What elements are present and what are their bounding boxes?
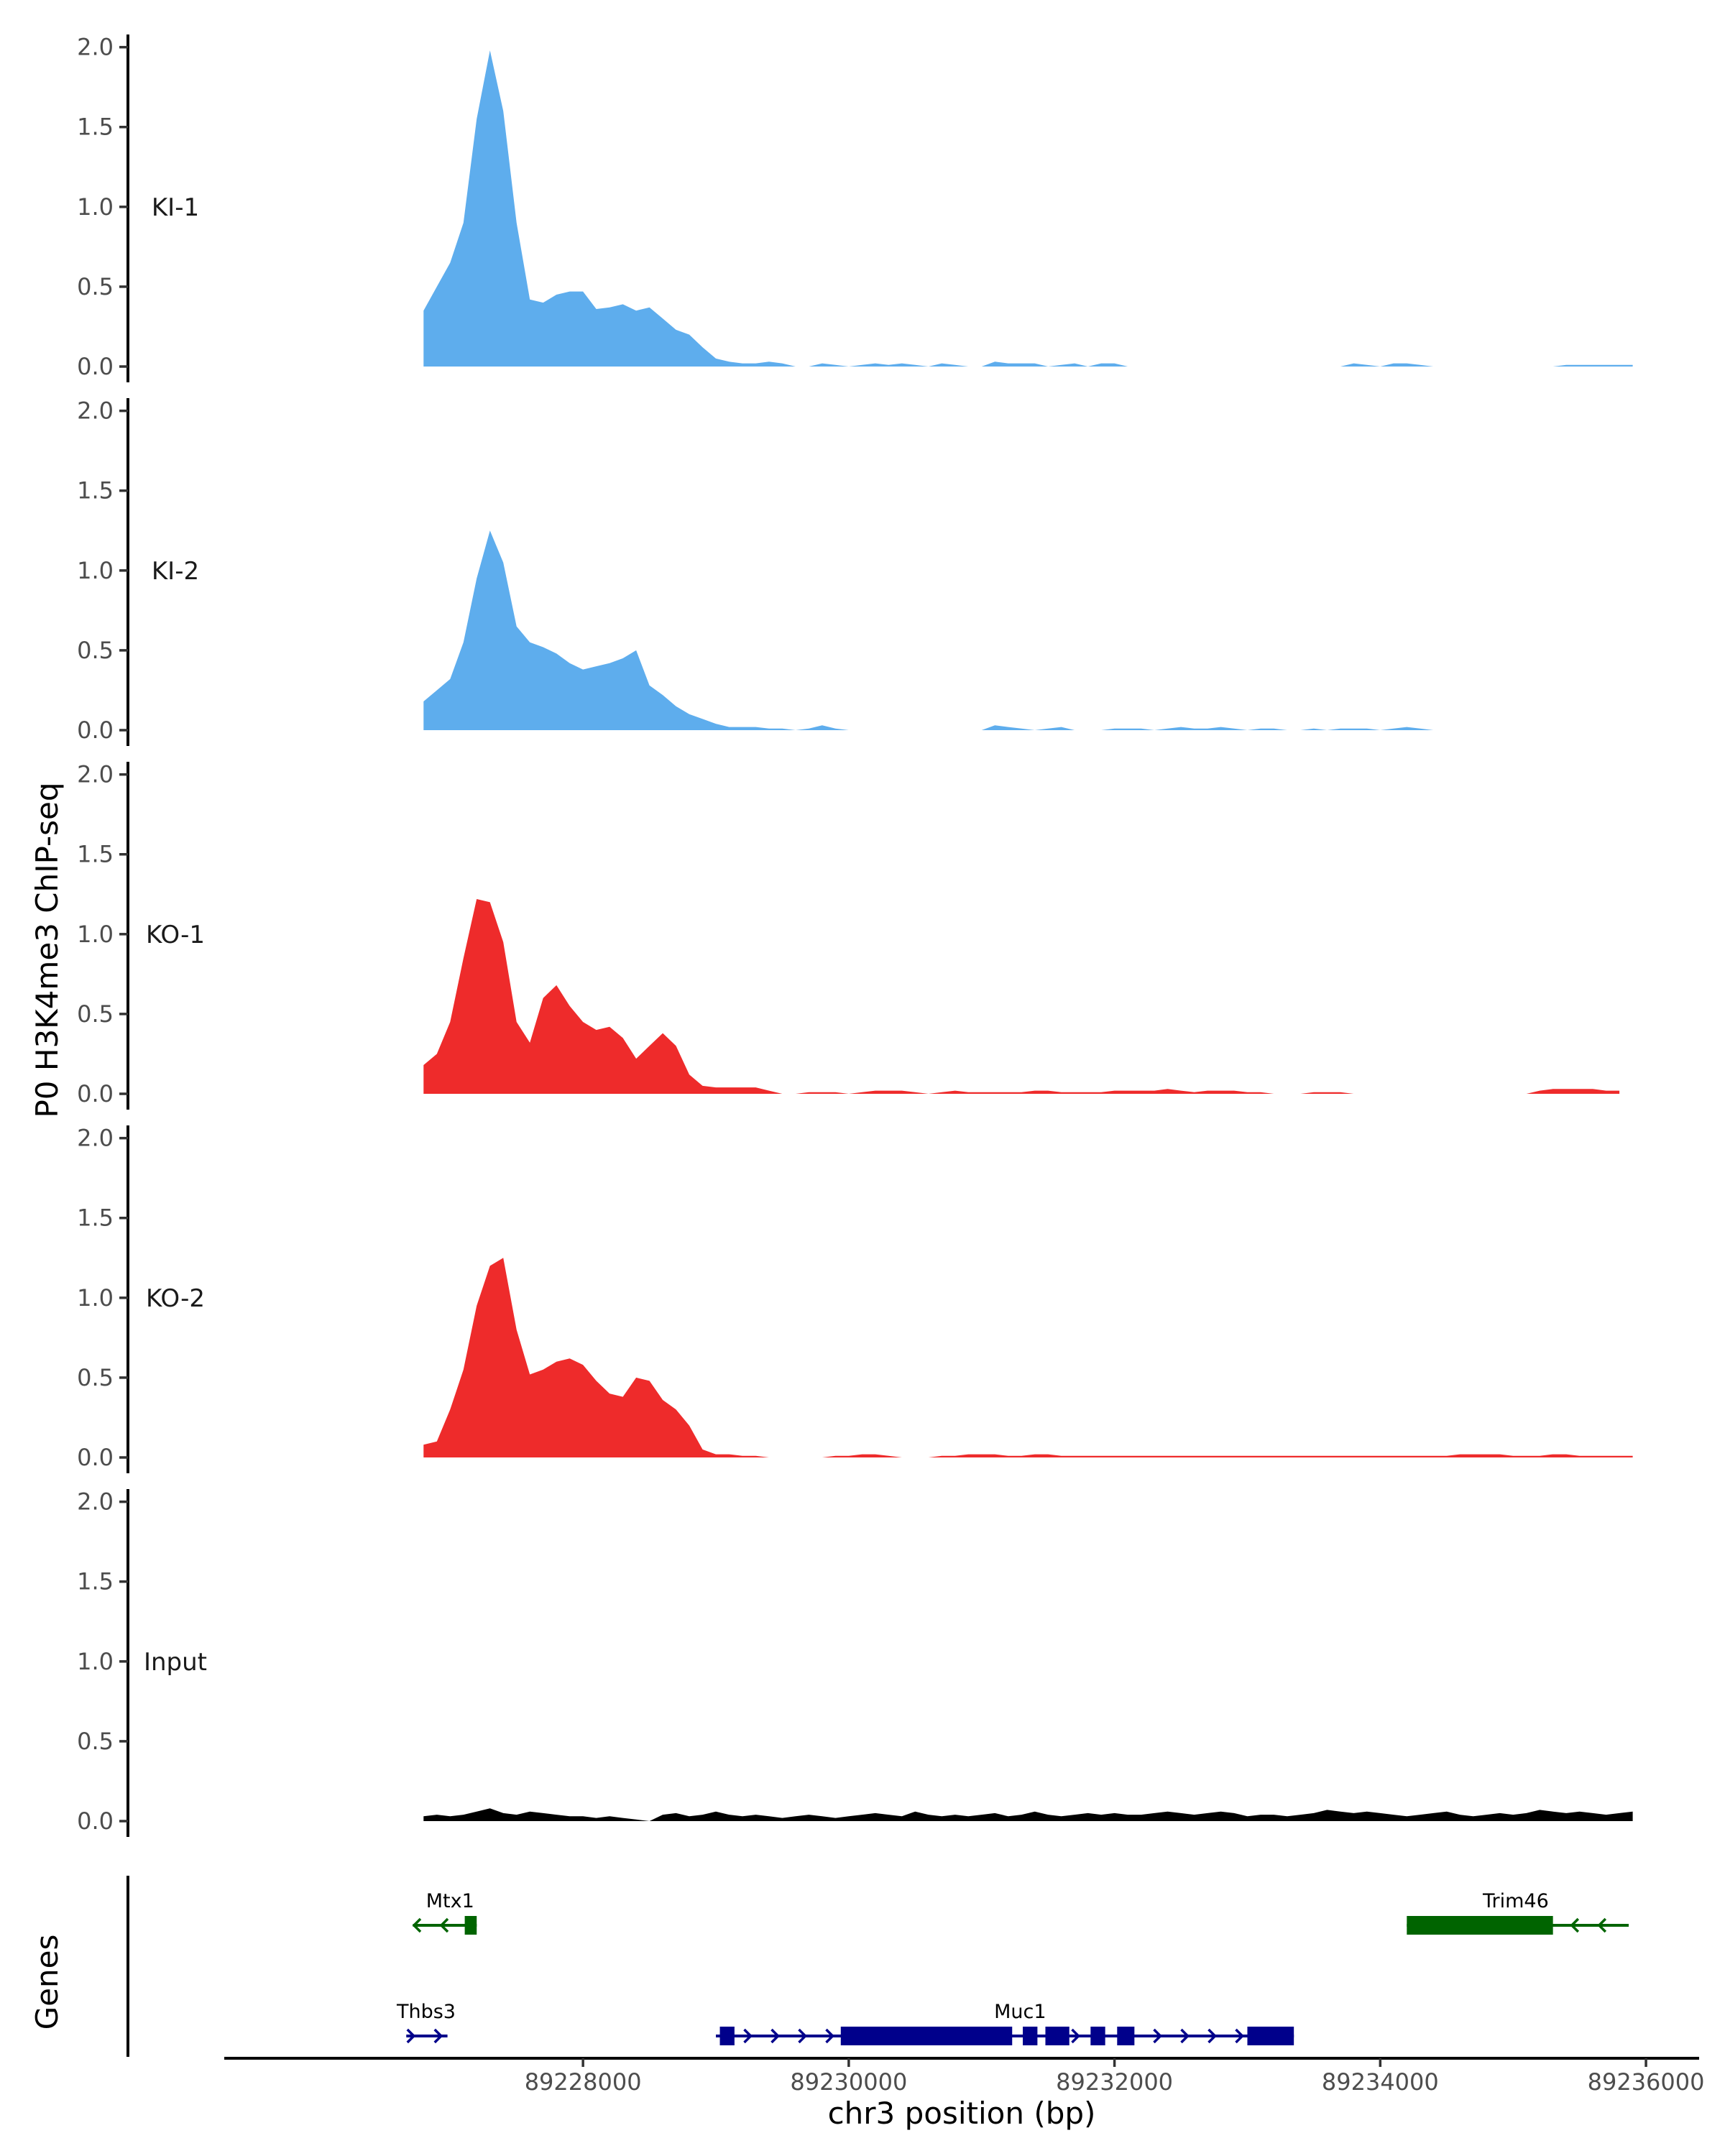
gene-label: Muc1 [994, 2001, 1046, 2023]
strand-arrow [825, 2028, 834, 2044]
y-tick-label: 0.5 [77, 1000, 114, 1028]
coverage-area-input [423, 1808, 1633, 1821]
x-tick-label: 89228000 [525, 2068, 642, 2096]
x-axis-title: chr3 position (bp) [828, 2096, 1096, 2131]
track-label: KI-2 [152, 557, 199, 586]
y-axis-title: P0 H3K4me3 ChIP-seq [29, 782, 65, 1118]
y-tick-label: 2.0 [77, 1125, 114, 1152]
strand-arrow [1153, 2028, 1162, 2044]
y-tick-label: 1.0 [77, 193, 114, 221]
strand-arrow [1071, 2028, 1080, 2044]
track-input: 0.0 0.5 1.0 1.5 2.0 Input [77, 1488, 1633, 1837]
y-tick-label: 1.5 [77, 1204, 114, 1232]
y-tick-label: 2.0 [77, 397, 114, 425]
gene-exon [1023, 2027, 1038, 2045]
y-tick-label: 1.0 [77, 557, 114, 584]
gene-mtx1: Mtx1 [412, 1890, 477, 1935]
strand-arrow [798, 2028, 807, 2044]
strand-arrow [406, 2028, 416, 2044]
gene-exon [1090, 2027, 1105, 2045]
track-ki-2: 0.0 0.5 1.0 1.5 2.0 KI-2 [77, 397, 1514, 746]
y-tick-label: 0.0 [77, 717, 114, 744]
track-label: KI-1 [152, 193, 199, 222]
strand-arrow [439, 1917, 449, 1933]
gene-trim46: Trim46 [1407, 1890, 1629, 1935]
coverage-area-ko-1 [423, 899, 1620, 1094]
x-axis: 89228000 89230000 89232000 89234000 89236000 [224, 2057, 1705, 2096]
gene-exon [1247, 2027, 1294, 2045]
y-tick-label: 0.0 [77, 1444, 114, 1471]
strand-arrow [770, 2028, 780, 2044]
strand-arrow [743, 2028, 753, 2044]
gene-exon [840, 2027, 1013, 2045]
y-tick-label: 1.5 [77, 1568, 114, 1595]
coverage-area-ki-1 [423, 50, 1633, 367]
y-tick-label: 0.0 [77, 1807, 114, 1835]
genes-panel-title: Genes [29, 1935, 65, 2030]
gene-exon [1045, 2027, 1070, 2045]
y-tick-label: 1.0 [77, 1648, 114, 1675]
x-tick-label: 89230000 [790, 2068, 907, 2096]
gene-exon [464, 1916, 477, 1935]
track-label: KO-1 [146, 921, 205, 949]
strand-arrow [412, 1917, 422, 1933]
x-tick-label: 89236000 [1588, 2068, 1705, 2096]
y-tick-label: 1.5 [77, 477, 114, 505]
y-tick-label: 1.5 [77, 114, 114, 141]
track-ko-2: 0.0 0.5 1.0 1.5 2.0 KO-2 [77, 1125, 1633, 1473]
track-ko-1: 0.0 0.5 1.0 1.5 2.0 KO-1 [77, 761, 1620, 1110]
genes-panel: Mtx1 Trim46 Thbs3 Muc1 [126, 1876, 1629, 2057]
strand-arrow [1597, 1917, 1607, 1933]
y-tick-label: 2.0 [77, 761, 114, 788]
y-tick-label: 0.5 [77, 273, 114, 300]
strand-arrow [1180, 2028, 1190, 2044]
track-label: KO-2 [146, 1284, 205, 1313]
y-tick-label: 1.0 [77, 921, 114, 948]
y-tick-label: 1.5 [77, 841, 114, 868]
gene-thbs3: Thbs3 [396, 2001, 456, 2044]
strand-arrow [1570, 1917, 1580, 1933]
strand-arrow [433, 2028, 443, 2044]
gene-muc1: Muc1 [716, 2001, 1294, 2045]
strand-arrow [1235, 2028, 1244, 2044]
y-tick-label: 0.0 [77, 353, 114, 380]
coverage-area-ko-2 [423, 1258, 1633, 1457]
gene-exon [1407, 1916, 1553, 1935]
y-tick-label: 0.0 [77, 1080, 114, 1107]
gene-label: Thbs3 [396, 2001, 456, 2023]
y-tick-label: 2.0 [77, 34, 114, 61]
track-label: Input [144, 1648, 207, 1677]
gene-label: Trim46 [1482, 1890, 1549, 1912]
x-tick-label: 89232000 [1056, 2068, 1173, 2096]
y-tick-label: 0.5 [77, 1364, 114, 1391]
y-tick-label: 0.5 [77, 637, 114, 664]
y-tick-label: 2.0 [77, 1488, 114, 1516]
x-tick-label: 89234000 [1322, 2068, 1439, 2096]
coverage-tracks: 0.00.51.01.52.0KI-10.00.51.01.52.0KI-20.… [77, 34, 1633, 1837]
y-tick-label: 0.5 [77, 1728, 114, 1755]
y-tick-label: 1.0 [77, 1284, 114, 1312]
gene-exon [1117, 2027, 1135, 2045]
gene-exon [719, 2027, 735, 2045]
strand-arrow [1208, 2028, 1217, 2044]
coverage-area-ki-2 [423, 530, 1514, 730]
gene-label: Mtx1 [426, 1890, 474, 1912]
track-ki-1: 0.0 0.5 1.0 1.5 2.0 KI-1 [77, 34, 1633, 382]
